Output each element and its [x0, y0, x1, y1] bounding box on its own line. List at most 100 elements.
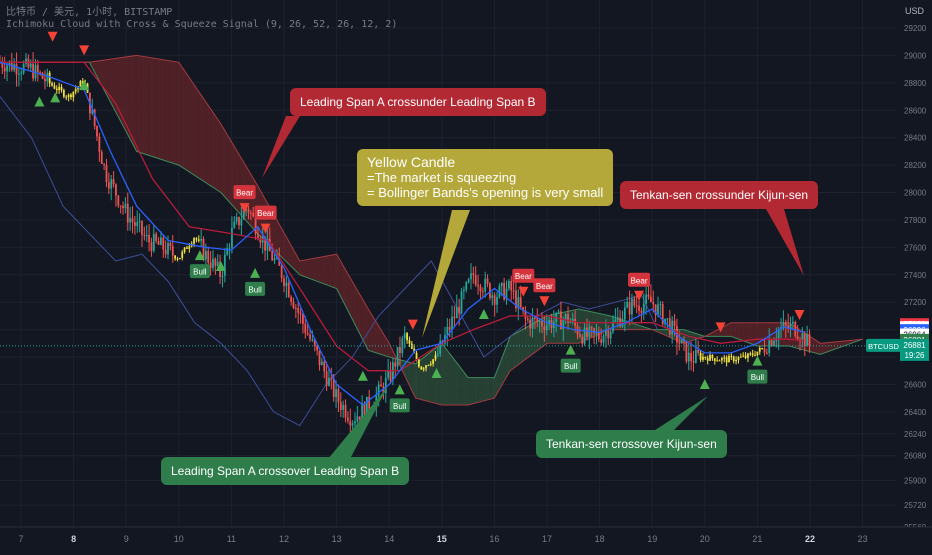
yellow-line-1: =The market is squeezing — [367, 170, 517, 185]
cloud-segment — [291, 246, 295, 270]
cloud-segment — [123, 56, 127, 132]
cloud-segment — [510, 334, 513, 371]
candle-body — [713, 358, 716, 362]
candle-body — [313, 339, 316, 346]
candle-body — [557, 311, 560, 313]
bear-triangle — [79, 45, 90, 56]
cloud-segment — [376, 321, 379, 354]
candle-body — [145, 234, 148, 236]
candle-body — [17, 73, 20, 75]
candle-body — [257, 234, 259, 240]
cloud-segment — [426, 353, 429, 402]
candle-body — [545, 324, 548, 331]
cloud-segment — [468, 377, 471, 405]
candle-body — [680, 339, 683, 344]
callout-yellow-candle: Yellow Candle =The market is squeezing =… — [357, 149, 614, 206]
candle-body — [55, 88, 58, 91]
cloud-segment — [276, 218, 279, 255]
price-tick-label: 28600 — [904, 106, 927, 115]
cloud-segment — [494, 370, 498, 399]
candle-body — [631, 298, 633, 315]
candle-body — [687, 352, 690, 362]
cloud-segment — [333, 254, 337, 289]
cloud-segment — [212, 112, 216, 190]
cloud-segment — [439, 343, 442, 405]
price-tick-label: 28200 — [904, 161, 927, 170]
candle-body — [330, 377, 333, 379]
cloud-segment — [831, 342, 834, 351]
candle-body — [758, 348, 761, 352]
cloud-segment — [483, 377, 487, 401]
current-price-label: 26881 — [903, 341, 926, 350]
cloud-segment — [512, 333, 516, 369]
candle-body — [212, 258, 214, 268]
candle-body — [207, 250, 210, 263]
candle-body — [1, 62, 4, 68]
cloud-segment — [499, 357, 503, 389]
cloud-segment — [725, 324, 729, 337]
cloud-segment — [344, 267, 348, 310]
candle-body — [761, 348, 764, 350]
candle-body — [214, 258, 217, 266]
candle-body — [193, 238, 195, 244]
candle-body — [361, 403, 364, 420]
time-tick-label: 8 — [71, 534, 76, 544]
candle-body — [266, 238, 269, 251]
candle-body — [176, 258, 179, 260]
time-tick-label: 21 — [752, 534, 762, 544]
candle-body — [600, 339, 603, 343]
candle-body — [749, 353, 752, 355]
candle-body — [115, 184, 117, 196]
candle-body — [477, 284, 479, 287]
candle-body — [294, 307, 297, 309]
cloud-segment — [715, 329, 718, 337]
candle-body — [567, 314, 569, 323]
candle-body — [751, 353, 754, 355]
candle-body — [697, 349, 700, 353]
cloud-segment — [355, 286, 358, 330]
candle-body — [673, 320, 676, 327]
candle-body — [318, 350, 321, 366]
candle-body — [394, 362, 397, 367]
bull-triangle — [215, 261, 226, 272]
candle-body — [44, 78, 46, 82]
price-tick-label: 26600 — [904, 380, 927, 389]
cloud-segment — [281, 228, 284, 260]
cloud-segment — [373, 317, 377, 353]
candle-body — [690, 352, 693, 362]
candle-body — [531, 317, 534, 329]
candle-body — [768, 340, 771, 353]
candle-body — [664, 318, 666, 325]
cloud-segment — [107, 59, 111, 102]
cloud-segment — [386, 339, 390, 358]
candle-body — [247, 208, 250, 213]
bear-triangle — [47, 31, 58, 42]
bull-triangle — [79, 80, 90, 91]
callout-span-crossover: Leading Span A crossover Leading Span B — [161, 457, 410, 485]
cloud-segment — [128, 56, 132, 142]
candle-body — [223, 254, 226, 276]
cloud-segment — [515, 332, 519, 367]
candle-body — [541, 320, 543, 327]
bear-badge-label: Bear — [536, 282, 553, 291]
countdown-label: 19:26 — [904, 351, 925, 360]
candle-body — [602, 335, 605, 343]
cloud-segment — [328, 255, 332, 287]
candle-body — [235, 217, 238, 222]
cloud-segment — [236, 150, 240, 214]
candle-body — [183, 247, 186, 252]
cloud-segment — [817, 341, 821, 355]
candle-body — [754, 354, 756, 356]
candle-body — [233, 221, 236, 228]
candle-body — [432, 359, 435, 364]
time-axis-bg — [0, 527, 932, 550]
candle-body — [335, 389, 337, 398]
candle-body — [339, 402, 342, 410]
bull-triangle — [250, 267, 261, 278]
candle-body — [536, 318, 539, 323]
candle-body — [462, 289, 465, 292]
cloud-segment — [307, 259, 311, 279]
candle-body — [418, 359, 420, 367]
candle-body — [396, 347, 399, 367]
